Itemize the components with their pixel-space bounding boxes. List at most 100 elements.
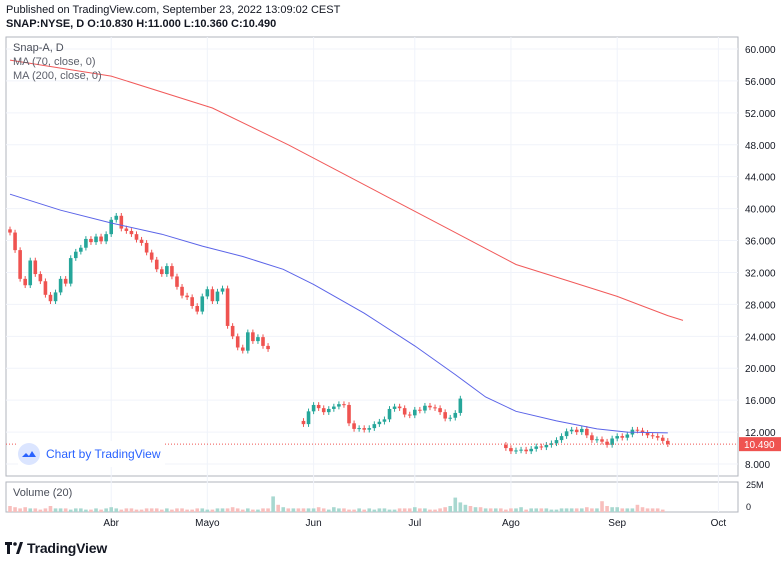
candle — [635, 429, 640, 431]
y-tick-label: 16.000 — [745, 396, 776, 407]
volume-bar — [448, 506, 453, 512]
volume-legend[interactable]: Volume (20) — [13, 487, 73, 499]
y-tick-label: 52.000 — [745, 109, 776, 120]
volume-bar — [215, 508, 220, 512]
volume-bar — [144, 508, 149, 512]
volume-bar — [574, 508, 579, 512]
candle — [18, 250, 22, 279]
ma200-legend[interactable]: MA (200, close, 0) — [13, 70, 102, 82]
candle — [326, 408, 331, 413]
volume-bar — [615, 507, 619, 512]
candle — [230, 325, 235, 337]
volume-bar — [149, 508, 154, 512]
volume-bar — [94, 508, 98, 512]
candle — [144, 242, 149, 253]
volume-bar — [499, 508, 503, 512]
volume-bar — [569, 508, 574, 512]
tradingview-logo-icon — [5, 542, 23, 554]
volume-bar — [423, 508, 427, 512]
candle — [301, 420, 306, 425]
candle — [509, 448, 513, 452]
candle — [165, 266, 169, 275]
candle — [605, 441, 609, 445]
volume-bar — [332, 507, 336, 512]
candles — [8, 212, 670, 455]
volume-bar — [271, 496, 275, 512]
volume-bar — [585, 507, 589, 512]
volume-bar — [99, 509, 103, 512]
candle — [382, 419, 387, 422]
volume-bar — [595, 508, 599, 512]
volume-bar — [337, 508, 341, 512]
candle — [377, 421, 382, 425]
volume-bar — [235, 508, 240, 512]
volume-bar — [13, 507, 17, 512]
candle — [347, 404, 351, 424]
chart-by-tradingview-link[interactable]: Chart by TradingView — [18, 441, 165, 467]
candle — [256, 337, 260, 342]
volume-bar — [357, 508, 361, 512]
volume-bar — [625, 508, 630, 512]
y-tick-label: 32.000 — [745, 268, 776, 279]
volume-bar — [478, 507, 483, 512]
volume-bar — [488, 508, 493, 512]
candle — [73, 251, 78, 259]
volume-bar — [453, 497, 458, 512]
candle — [554, 440, 559, 444]
x-tick-label: Abr — [103, 518, 119, 529]
candle — [428, 405, 432, 408]
candle — [544, 444, 549, 448]
candle — [579, 428, 584, 433]
candle — [190, 297, 194, 306]
candle — [48, 294, 53, 302]
volume-bar — [185, 509, 189, 512]
y-tick-label: 48.000 — [745, 141, 776, 152]
candle — [650, 435, 655, 437]
symbol-legend[interactable]: Snap-A, D — [13, 42, 64, 54]
volume-bar — [387, 509, 392, 512]
candle — [332, 406, 336, 409]
candle — [84, 238, 88, 248]
volume-bar — [291, 508, 296, 512]
candle — [549, 443, 554, 445]
ma70-legend[interactable]: MA (70, close, 0) — [13, 56, 96, 68]
volume-bar — [650, 508, 655, 512]
volume-bar — [73, 508, 78, 512]
x-tick-label: Oct — [711, 518, 727, 529]
candle — [610, 438, 614, 445]
volume-bar — [154, 508, 159, 512]
volume-bar — [635, 504, 640, 512]
ma70-line — [9, 193, 668, 434]
candle — [38, 274, 43, 282]
candle — [185, 295, 189, 298]
candle — [413, 409, 417, 416]
candle — [438, 408, 442, 413]
volume-bar — [600, 501, 604, 512]
tradingview-footer[interactable]: TradingView — [5, 540, 107, 556]
candle — [362, 428, 366, 430]
candle — [666, 440, 670, 445]
candle — [306, 411, 311, 425]
candle — [402, 408, 407, 415]
volume-bar — [640, 507, 645, 512]
volume-bar — [610, 507, 614, 512]
last-price-text: 10.490 — [744, 440, 775, 451]
candle — [372, 424, 377, 429]
candle — [357, 428, 361, 430]
volume-bar — [509, 508, 513, 512]
volume-bar — [38, 509, 43, 512]
volume-bar — [326, 509, 331, 512]
last-price-label: 10.490 — [739, 437, 781, 452]
candle — [645, 432, 650, 436]
candle — [195, 305, 200, 312]
volume-bar — [165, 508, 169, 512]
volume-bar — [377, 508, 382, 512]
volume-bar — [316, 507, 321, 512]
footer-label: TradingView — [27, 540, 108, 556]
candle — [58, 278, 63, 293]
volume-bar — [554, 509, 559, 512]
volume-bar — [544, 508, 549, 512]
candle — [448, 417, 453, 419]
volume-bar — [301, 508, 306, 512]
